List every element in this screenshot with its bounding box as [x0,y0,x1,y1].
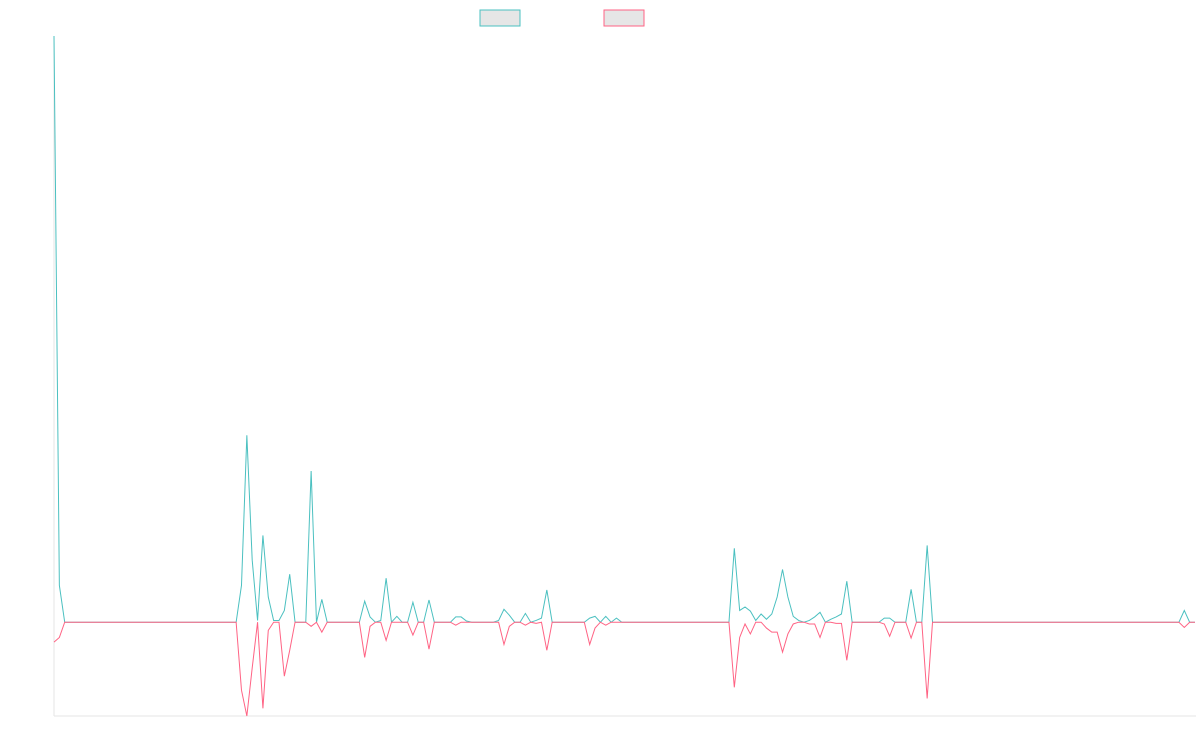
series-line [53,35,1195,624]
series-line [53,621,1195,717]
legend-swatch [479,9,521,27]
legend-swatch [603,9,645,27]
